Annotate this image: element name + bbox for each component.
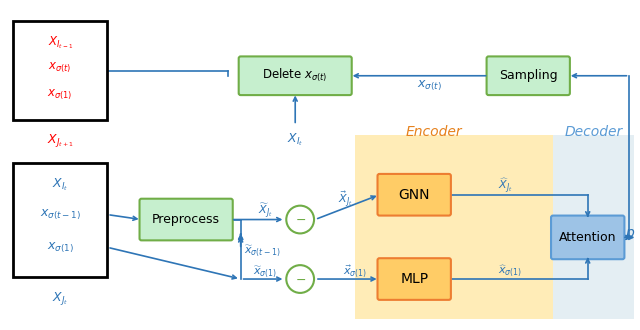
Text: $X_{I_t}$: $X_{I_t}$	[52, 177, 68, 193]
Text: $X_{I_t}$: $X_{I_t}$	[287, 132, 303, 148]
Text: $\widetilde{x}_{\sigma(t-1)}$: $\widetilde{x}_{\sigma(t-1)}$	[244, 244, 280, 259]
Text: GNN: GNN	[399, 188, 430, 202]
Text: $\vec{x}_{\sigma(1)}$: $\vec{x}_{\sigma(1)}$	[343, 264, 367, 280]
FancyBboxPatch shape	[140, 199, 233, 240]
Text: $\widetilde{x}_{\sigma(1)}$: $\widetilde{x}_{\sigma(1)}$	[253, 264, 278, 280]
Text: $\vec{X}_{J_t}$: $\vec{X}_{J_t}$	[338, 190, 353, 210]
Text: $\widehat{x}_{\sigma(1)}$: $\widehat{x}_{\sigma(1)}$	[499, 263, 523, 279]
Circle shape	[286, 265, 314, 293]
Text: $X_{J_t}$: $X_{J_t}$	[52, 290, 68, 307]
Text: $X_{J_{t+1}}$: $X_{J_{t+1}}$	[47, 132, 74, 149]
Text: $x_{\sigma(1)}$: $x_{\sigma(1)}$	[47, 87, 73, 102]
Text: $x_{\sigma(t)}$: $x_{\sigma(t)}$	[417, 79, 442, 93]
FancyBboxPatch shape	[13, 21, 108, 120]
Text: Encoder: Encoder	[406, 125, 462, 139]
Text: $-$: $-$	[294, 213, 306, 226]
FancyBboxPatch shape	[553, 135, 634, 319]
Circle shape	[286, 206, 314, 233]
FancyBboxPatch shape	[486, 56, 570, 95]
FancyBboxPatch shape	[378, 258, 451, 300]
FancyBboxPatch shape	[239, 56, 352, 95]
FancyBboxPatch shape	[378, 174, 451, 215]
Text: $\widetilde{X}_{J_t}$: $\widetilde{X}_{J_t}$	[258, 202, 273, 221]
Text: Delete $x_{\sigma(t)}$: Delete $x_{\sigma(t)}$	[262, 67, 328, 84]
FancyBboxPatch shape	[355, 135, 553, 319]
Text: Sampling: Sampling	[499, 69, 557, 82]
Text: Attention: Attention	[559, 231, 616, 244]
FancyBboxPatch shape	[551, 215, 625, 259]
Text: $X_{I_{t-1}}$: $X_{I_{t-1}}$	[47, 35, 73, 51]
Text: $x_{\sigma(1)}$: $x_{\sigma(1)}$	[47, 240, 74, 254]
Text: $-$: $-$	[294, 273, 306, 285]
FancyBboxPatch shape	[13, 162, 108, 277]
Text: $x_{\sigma(t-1)}$: $x_{\sigma(t-1)}$	[40, 207, 81, 222]
Text: $p$: $p$	[625, 227, 636, 242]
Text: $\widehat{X}_{J_t}$: $\widehat{X}_{J_t}$	[499, 177, 513, 196]
Text: Decoder: Decoder	[564, 125, 623, 139]
Text: $x_{\sigma(t)}$: $x_{\sigma(t)}$	[49, 61, 72, 75]
Text: MLP: MLP	[400, 272, 428, 286]
Text: Preprocess: Preprocess	[152, 213, 220, 226]
